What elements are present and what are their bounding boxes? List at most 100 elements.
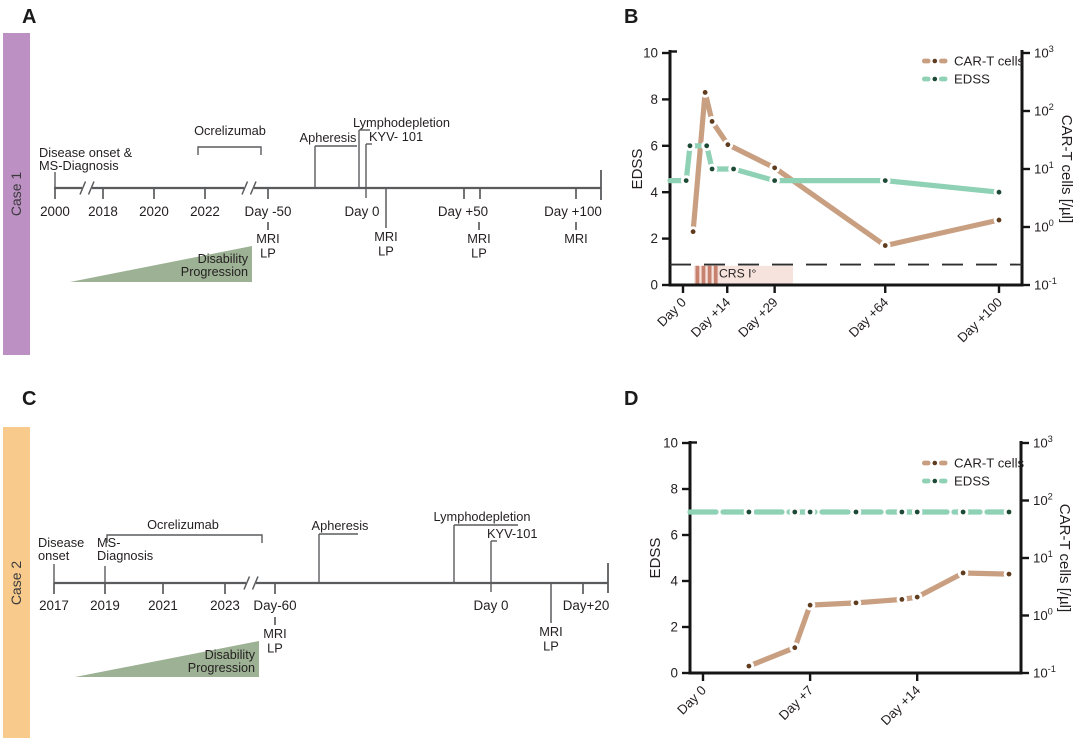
disease-onset-label: Disease (38, 535, 84, 550)
timeline-break-slash (241, 181, 249, 195)
x-tick-label: Day +29 (735, 295, 781, 341)
crs-bar (707, 265, 712, 284)
disability-label: Progression (188, 661, 255, 675)
timeline-break-slash (87, 181, 95, 195)
crs-bar (701, 265, 706, 284)
data-point-car-t (746, 663, 752, 669)
legend-marker-dash (922, 58, 931, 64)
legend-marker-dot (932, 478, 938, 484)
data-point-car-t (899, 597, 905, 602)
timeline-c-tick-label: Day+20 (563, 598, 610, 613)
left-tick-label: 2 (651, 231, 658, 246)
lymphodepletion-label: Lymphodepletion (353, 115, 450, 130)
timeline-break-mask (244, 184, 254, 192)
timeline-break-slash (249, 181, 257, 195)
disability-label: Progression (181, 265, 248, 279)
x-tick-label: Day +14 (688, 295, 734, 341)
x-tick-label: Day +64 (846, 295, 892, 341)
ocrelizumab-bracket (197, 146, 262, 155)
left-tick-label: 8 (671, 482, 678, 497)
timeline-c-tick-label: 2019 (90, 598, 120, 613)
data-point-edss (914, 509, 920, 515)
crs-bar (713, 265, 718, 284)
probe-label: MRI (263, 626, 286, 641)
data-point-edss (687, 143, 693, 149)
ocrelizumab-label: Ocrelizumab (194, 123, 266, 138)
left-tick-label: 6 (651, 138, 658, 153)
right-tick-label: 101 (1034, 160, 1054, 177)
legend-label: CAR-T cells (954, 54, 1025, 69)
data-point-edss (772, 178, 778, 184)
timeline-c-tick-label: 2017 (39, 598, 69, 613)
legend-marker-dot (932, 76, 938, 82)
probe-label: LP (260, 246, 276, 261)
legend-marker-dash (939, 460, 948, 466)
timeline-a-tick-label: Day -50 (245, 204, 292, 219)
x-tick-label: Day 0 (654, 295, 689, 330)
x-tick-label: Day +7 (776, 683, 816, 723)
timeline-break-mask (82, 184, 92, 192)
probe-label: MRI (564, 231, 587, 246)
lymphodepletion-label: Lymphodepletion (434, 509, 531, 524)
data-point-car-t (882, 243, 888, 248)
y-left-axis-title: EDSS (629, 149, 646, 190)
panel-label-b: B (624, 6, 639, 28)
ms-diagnosis-label: MS- (97, 535, 120, 550)
apheresis-label: Apheresis (300, 130, 357, 145)
right-tick-label: 101 (1033, 549, 1053, 566)
legend-label: EDSS (954, 72, 990, 87)
left-tick-label: 0 (651, 278, 658, 293)
y-left-axis-title: EDSS (647, 538, 664, 579)
data-point-edss (882, 178, 888, 184)
data-point-car-t (960, 570, 966, 576)
kyv-101-label: KYV-101 (487, 526, 538, 541)
legend-marker-dot (932, 58, 938, 64)
data-point-car-t (996, 217, 1002, 223)
left-tick-label: 4 (651, 185, 659, 200)
disease-onset-label: onset (38, 548, 70, 563)
left-tick-label: 2 (671, 620, 678, 635)
probe-label: LP (267, 641, 283, 656)
legend-marker-dash (939, 58, 948, 64)
data-point-car-t (853, 600, 859, 606)
left-tick-label: 4 (671, 574, 679, 589)
disability-triangle-c (75, 641, 259, 677)
data-point-car-t (702, 90, 708, 95)
data-point-edss (792, 509, 798, 515)
right-tick-label: 100 (1033, 607, 1053, 624)
probe-label: LP (471, 246, 487, 261)
apheresis-label: Apheresis (312, 518, 369, 533)
case2-sidebar: Case 2 (3, 427, 30, 738)
right-tick-label: 103 (1033, 434, 1053, 451)
legend-label: EDSS (954, 474, 990, 489)
timeline-c-tick-label: Day-60 (253, 598, 296, 613)
probe-label: MRI (467, 231, 490, 246)
data-point-car-t (792, 645, 798, 651)
disability-label: Disability (198, 252, 249, 266)
left-tick-label: 10 (663, 436, 678, 451)
timeline-a-tick-label: 2022 (190, 204, 220, 219)
data-point-edss (807, 509, 813, 515)
timeline-c-tick-label: 2021 (148, 598, 178, 613)
left-tick-label: 8 (651, 92, 658, 107)
y-right-axis-title: CAR-T cells [/µl] (1058, 115, 1075, 223)
ocrelizumab-bracket (106, 534, 263, 543)
legend-label: CAR-T cells (954, 456, 1025, 471)
left-tick-label: 0 (671, 666, 678, 681)
panel-label-d: D (624, 388, 639, 410)
data-point-edss (731, 166, 736, 172)
timeline-a-tick-label: 2020 (139, 204, 169, 219)
data-point-edss (709, 166, 715, 172)
timeline-c-tick-label: Day 0 (474, 598, 509, 613)
right-tick-label: 100 (1034, 218, 1054, 235)
legend-marker-dot (932, 460, 938, 466)
right-tick-label: 103 (1034, 44, 1054, 61)
timeline-break-slash (251, 576, 259, 590)
right-tick-label: 102 (1034, 102, 1054, 119)
x-tick-label: Day 0 (674, 683, 709, 718)
timeline-a-tick-label: 2018 (88, 204, 118, 219)
data-point-car-t (914, 594, 920, 600)
case1-sidebar: Case 1 (3, 33, 30, 355)
x-tick-label: Day +100 (954, 295, 1005, 346)
ms-diagnosis-label: Diagnosis (97, 548, 153, 563)
